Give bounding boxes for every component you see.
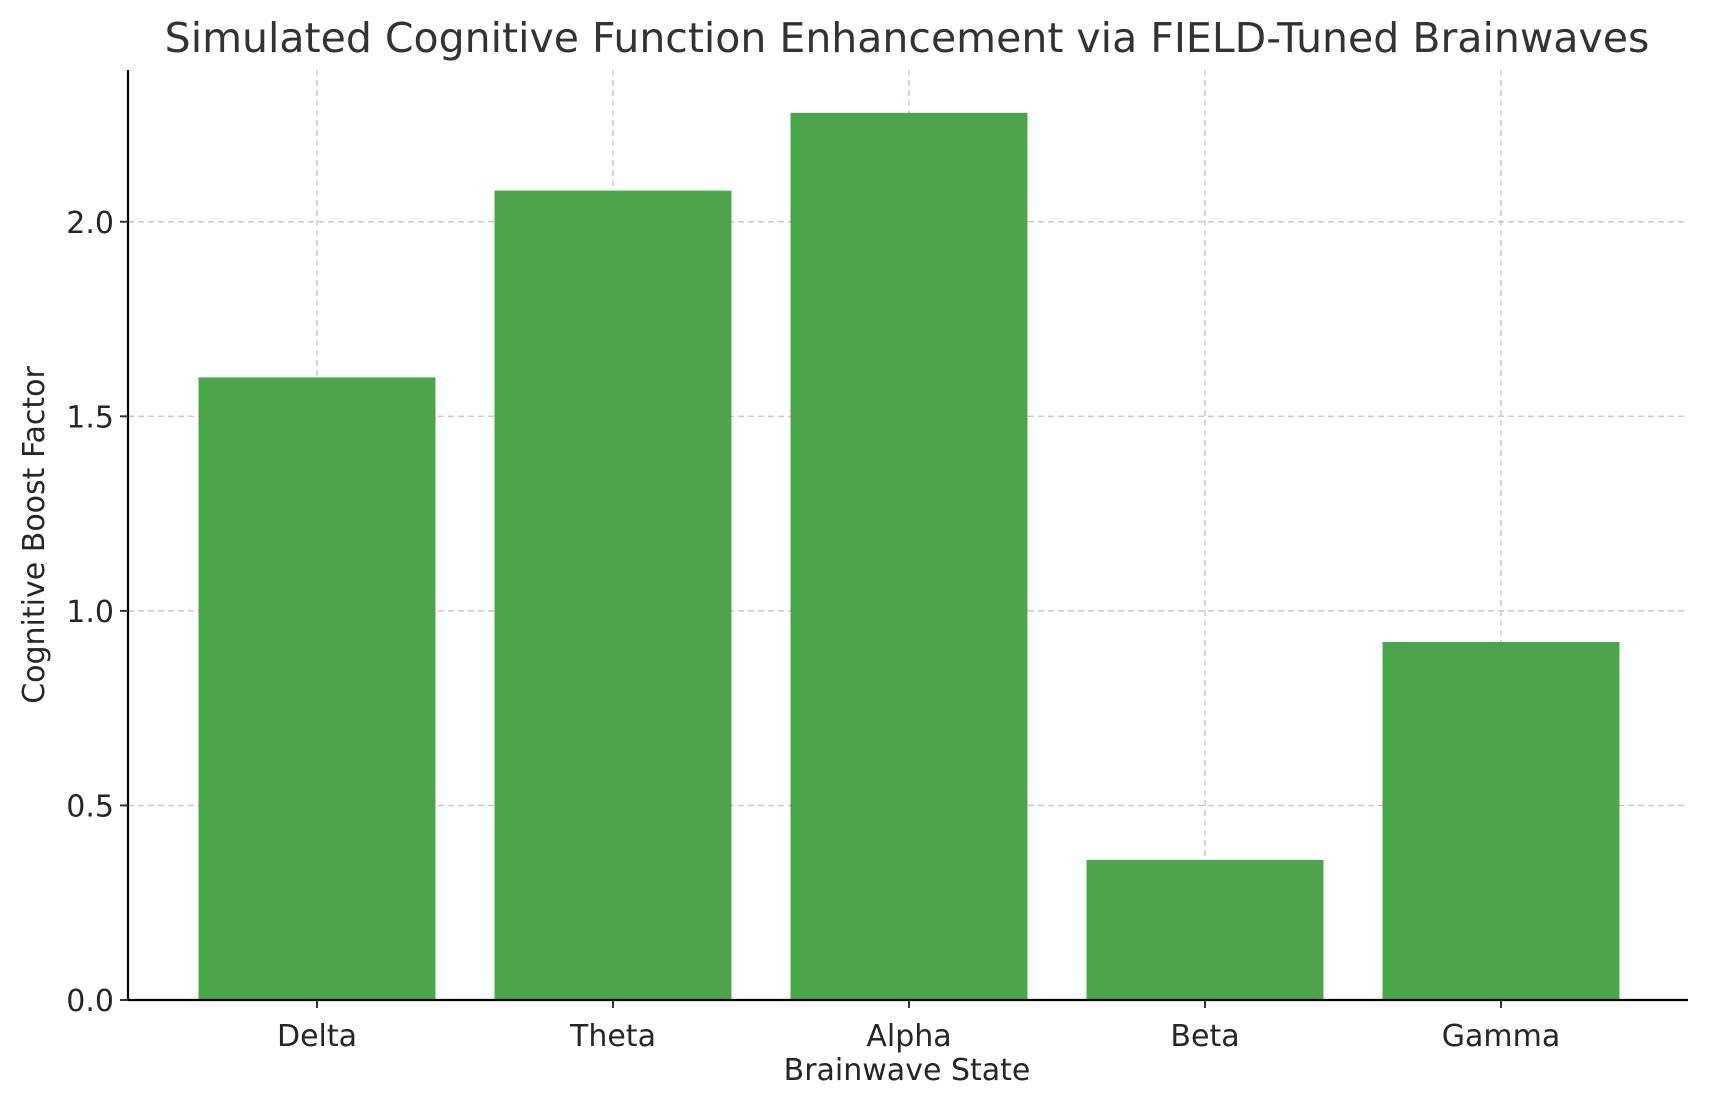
- y-tick-label: 0.0: [66, 984, 114, 1019]
- y-tick-label: 0.5: [66, 789, 114, 824]
- chart-title: Simulated Cognitive Function Enhancement…: [165, 14, 1650, 62]
- bar-gamma: [1382, 642, 1620, 1000]
- x-tick-label: Beta: [1170, 1019, 1239, 1054]
- y-tick-label: 1.5: [66, 400, 114, 435]
- bar-theta: [494, 190, 732, 1000]
- bars: [198, 112, 1620, 1000]
- x-axis-label: Brainwave State: [784, 1053, 1031, 1088]
- bar-delta: [198, 377, 436, 1000]
- y-axis-label: Cognitive Boost Factor: [17, 366, 52, 704]
- y-ticks: 0.0 0.5 1.0 1.5 2.0: [66, 206, 128, 1019]
- y-tick-label: 1.0: [66, 595, 114, 630]
- bar-beta: [1086, 859, 1324, 1000]
- bar-alpha: [790, 112, 1028, 1000]
- y-tick-label: 2.0: [66, 206, 114, 241]
- x-tick-label: Gamma: [1442, 1019, 1560, 1054]
- x-tick-label: Delta: [277, 1019, 357, 1054]
- x-ticks: Delta Theta Alpha Beta Gamma: [277, 1000, 1560, 1054]
- x-tick-label: Theta: [569, 1019, 656, 1054]
- x-tick-label: Alpha: [866, 1019, 951, 1054]
